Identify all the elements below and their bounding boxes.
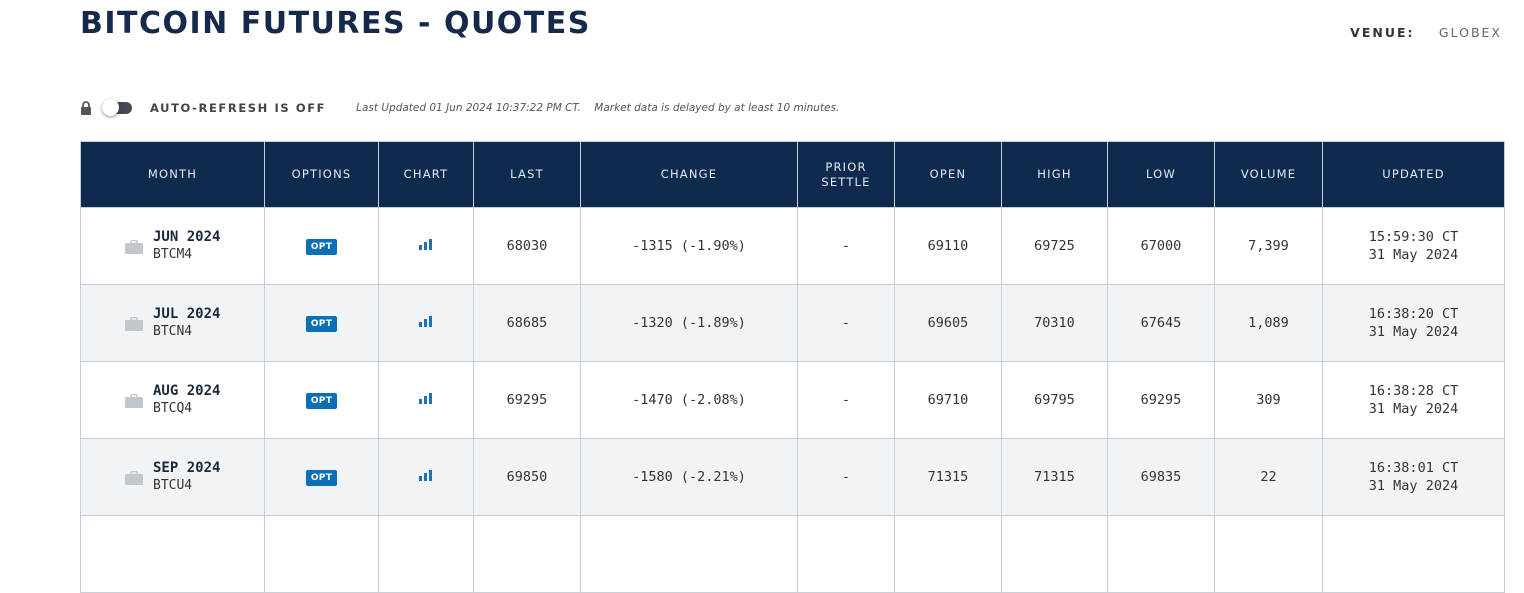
contract-code: BTCU4 bbox=[153, 478, 193, 493]
change-cell: -1315 (-1.90%) bbox=[580, 207, 798, 285]
col-change: CHANGE bbox=[580, 141, 798, 208]
low-cell: 67645 bbox=[1107, 284, 1215, 362]
bar-chart-icon[interactable] bbox=[418, 238, 434, 250]
month-cell: JUL 2024 BTCN4 bbox=[80, 284, 265, 362]
options-cell: OPT bbox=[264, 284, 379, 362]
table-row: JUN 2024 BTCM4 OPT 68030 -1315 (-1.90%) … bbox=[80, 207, 1505, 285]
chart-cell bbox=[378, 284, 474, 362]
options-cell: OPT bbox=[264, 438, 379, 516]
chart-cell bbox=[378, 438, 474, 516]
updated-cell: 16:38:01 CT 31 May 2024 bbox=[1322, 438, 1505, 516]
updated-cell: 16:38:28 CT 31 May 2024 bbox=[1322, 361, 1505, 439]
month-cell: AUG 2024 BTCQ4 bbox=[80, 361, 265, 439]
col-low: LOW bbox=[1107, 141, 1215, 208]
change-cell: -1470 (-2.08%) bbox=[580, 361, 798, 439]
col-chart: CHART bbox=[378, 141, 474, 208]
change-cell: -1320 (-1.89%) bbox=[580, 284, 798, 362]
page-title: BITCOIN FUTURES - QUOTES bbox=[80, 6, 591, 41]
opt-button[interactable]: OPT bbox=[305, 239, 338, 255]
volume-cell: 22 bbox=[1214, 438, 1323, 516]
contract-month[interactable]: SEP 2024 bbox=[153, 460, 221, 476]
open-cell: 69710 bbox=[894, 361, 1002, 439]
col-open: OPEN bbox=[894, 141, 1002, 208]
last-cell: 69850 bbox=[473, 438, 581, 516]
col-options: OPTIONS bbox=[264, 141, 379, 208]
table-row: JUL 2024 BTCN4 OPT 68685 -1320 (-1.89%) … bbox=[80, 284, 1505, 362]
table-row: AUG 2024 BTCQ4 OPT 69295 -1470 (-2.08%) … bbox=[80, 361, 1505, 439]
low-cell: 69835 bbox=[1107, 438, 1215, 516]
open-cell: 69605 bbox=[894, 284, 1002, 362]
opt-button[interactable]: OPT bbox=[305, 316, 338, 332]
open-cell: 69110 bbox=[894, 207, 1002, 285]
auto-refresh-toggle[interactable] bbox=[102, 99, 132, 116]
briefcase-icon[interactable] bbox=[125, 240, 143, 254]
high-cell: 71315 bbox=[1001, 438, 1108, 516]
open-cell: 71315 bbox=[894, 438, 1002, 516]
contract-code: BTCN4 bbox=[153, 324, 193, 339]
bar-chart-icon[interactable] bbox=[418, 315, 434, 327]
prior-settle-cell: - bbox=[797, 207, 895, 285]
last-cell: 68030 bbox=[473, 207, 581, 285]
bar-chart-icon[interactable] bbox=[418, 469, 434, 481]
toggle-knob bbox=[102, 99, 119, 116]
last-cell: 69295 bbox=[473, 361, 581, 439]
opt-button[interactable]: OPT bbox=[305, 393, 338, 409]
opt-button[interactable]: OPT bbox=[305, 470, 338, 486]
bar-chart-icon[interactable] bbox=[418, 392, 434, 404]
prior-settle-cell: - bbox=[797, 438, 895, 516]
prior-settle-cell: - bbox=[797, 361, 895, 439]
low-cell: 69295 bbox=[1107, 361, 1215, 439]
briefcase-icon[interactable] bbox=[125, 317, 143, 331]
volume-cell: 309 bbox=[1214, 361, 1323, 439]
table-header-row: MONTH OPTIONS CHART LAST CHANGE PRIOR SET… bbox=[80, 141, 1505, 208]
chart-cell bbox=[378, 207, 474, 285]
quotes-table: MONTH OPTIONS CHART LAST CHANGE PRIOR SET… bbox=[80, 141, 1505, 593]
contract-month[interactable]: AUG 2024 bbox=[153, 383, 221, 399]
table-row: SEP 2024 BTCU4 OPT 69850 -1580 (-2.21%) … bbox=[80, 438, 1505, 516]
briefcase-icon[interactable] bbox=[125, 471, 143, 485]
options-cell: OPT bbox=[264, 207, 379, 285]
high-cell: 70310 bbox=[1001, 284, 1108, 362]
col-last: LAST bbox=[473, 141, 581, 208]
low-cell: 67000 bbox=[1107, 207, 1215, 285]
prior-settle-cell: - bbox=[797, 284, 895, 362]
contract-month[interactable]: JUL 2024 bbox=[153, 306, 221, 322]
col-updated: UPDATED bbox=[1322, 141, 1505, 208]
updated-cell: 15:59:30 CT 31 May 2024 bbox=[1322, 207, 1505, 285]
month-cell: JUN 2024 BTCM4 bbox=[80, 207, 265, 285]
col-month: MONTH bbox=[80, 141, 265, 208]
options-cell: OPT bbox=[264, 361, 379, 439]
volume-cell: 1,089 bbox=[1214, 284, 1323, 362]
venue-value[interactable]: GLOBEX bbox=[1438, 25, 1502, 40]
month-cell: SEP 2024 BTCU4 bbox=[80, 438, 265, 516]
last-updated-text: Last Updated 01 Jun 2024 10:37:22 PM CT. bbox=[356, 102, 581, 114]
last-cell: 68685 bbox=[473, 284, 581, 362]
last-updated-note: Last Updated 01 Jun 2024 10:37:22 PM CT.… bbox=[356, 102, 839, 114]
volume-cell: 7,399 bbox=[1214, 207, 1323, 285]
delay-note-text: Market data is delayed by at least 10 mi… bbox=[594, 102, 840, 114]
contract-month[interactable]: JUN 2024 bbox=[153, 229, 221, 245]
chart-cell bbox=[378, 361, 474, 439]
venue-display: VENUE: GLOBEX bbox=[1350, 25, 1502, 40]
contract-code: BTCQ4 bbox=[153, 401, 193, 416]
refresh-bar: AUTO-REFRESH IS OFF Last Updated 01 Jun … bbox=[80, 98, 839, 118]
col-volume: VOLUME bbox=[1214, 141, 1323, 208]
high-cell: 69725 bbox=[1001, 207, 1108, 285]
auto-refresh-label: AUTO-REFRESH IS OFF bbox=[150, 101, 327, 115]
lock-icon bbox=[80, 101, 92, 115]
col-prior-settle: PRIOR SETTLE bbox=[797, 141, 895, 208]
updated-cell: 16:38:20 CT 31 May 2024 bbox=[1322, 284, 1505, 362]
high-cell: 69795 bbox=[1001, 361, 1108, 439]
venue-label: VENUE: bbox=[1350, 25, 1415, 40]
contract-code: BTCM4 bbox=[153, 247, 193, 262]
briefcase-icon[interactable] bbox=[125, 394, 143, 408]
change-cell: -1580 (-2.21%) bbox=[580, 438, 798, 516]
table-row-partial bbox=[80, 515, 1505, 593]
col-high: HIGH bbox=[1001, 141, 1108, 208]
